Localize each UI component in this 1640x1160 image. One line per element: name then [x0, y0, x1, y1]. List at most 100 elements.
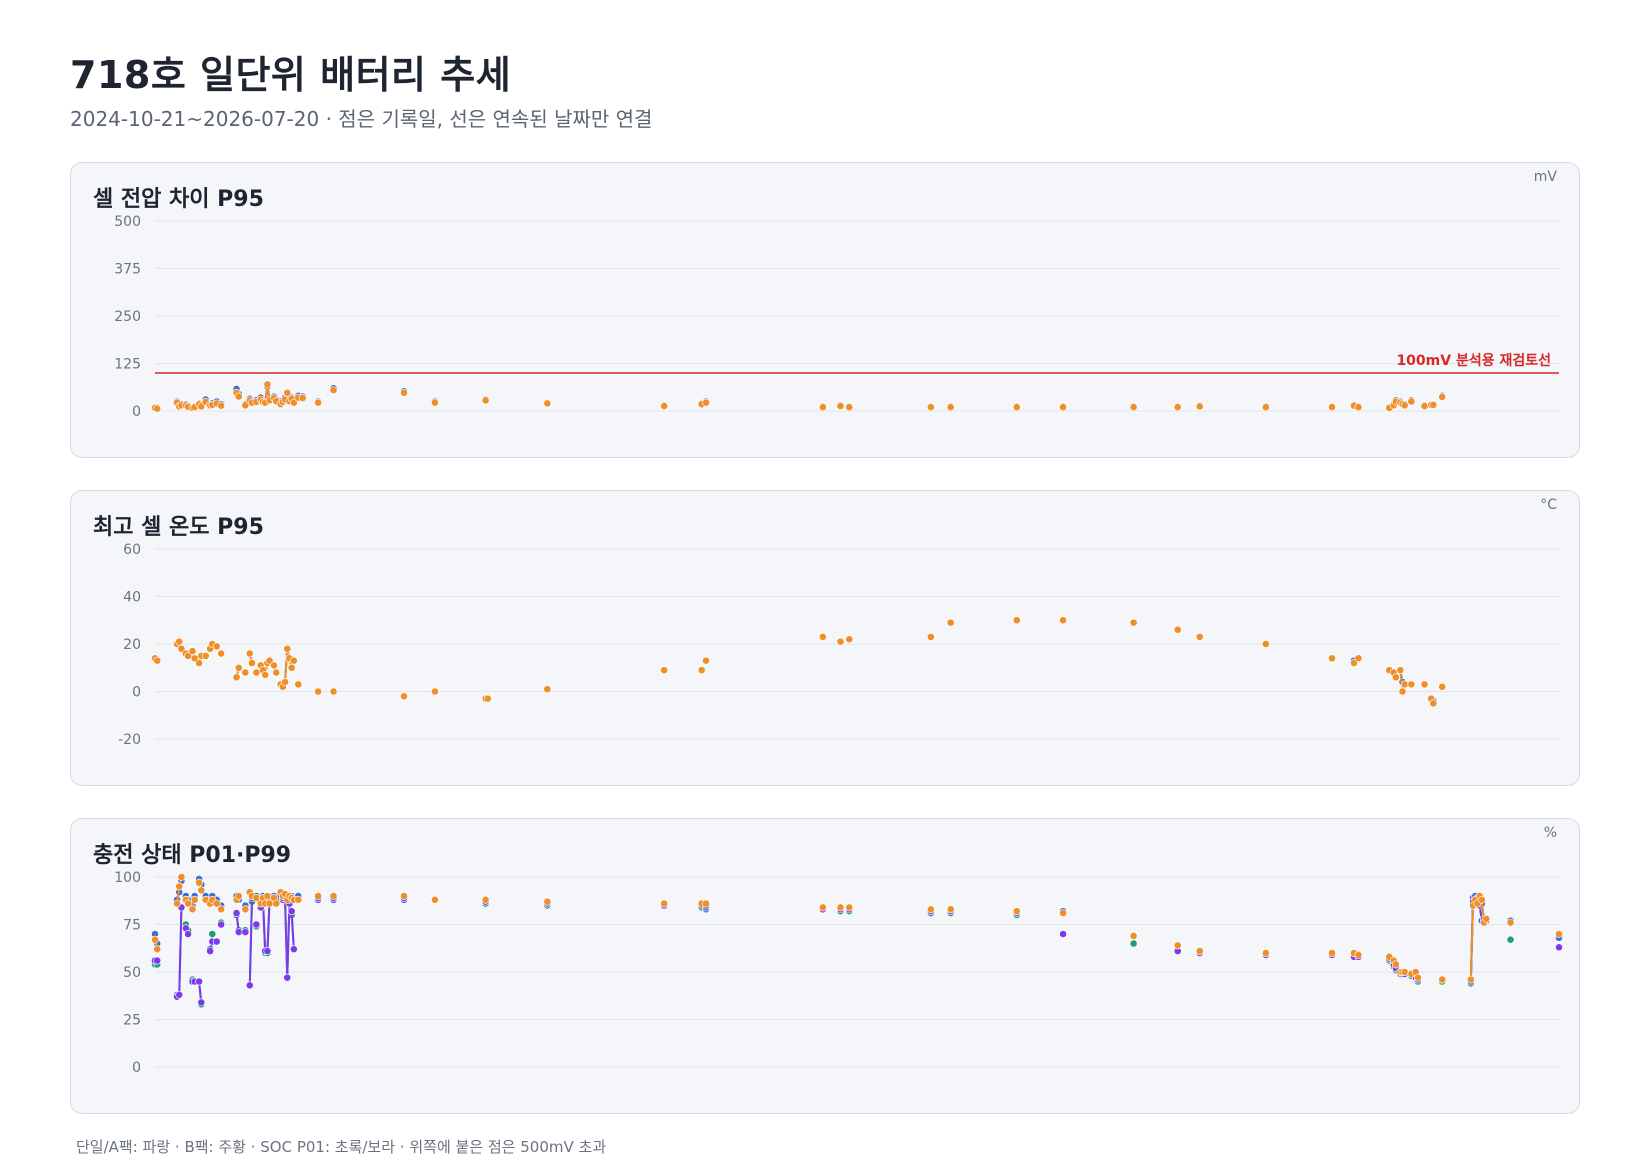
data-point — [1059, 616, 1067, 625]
data-point — [926, 403, 935, 412]
data-point — [245, 981, 254, 990]
data-point — [175, 882, 184, 891]
data-point — [201, 651, 210, 660]
data-point — [151, 935, 159, 944]
data-point — [431, 895, 439, 904]
data-point — [660, 666, 669, 675]
data-point — [1407, 397, 1416, 406]
data-point — [217, 920, 226, 929]
data-point — [926, 632, 935, 641]
voltage-diff-chart: 0 125 250 375 500 100mV 분석용 재검토선 — [114, 214, 1559, 420]
data-point — [818, 903, 827, 912]
y-tick-label: 250 — [114, 309, 141, 325]
panel-title: 최고 셀 온도 P95 — [93, 515, 264, 540]
data-point — [1354, 654, 1363, 663]
data-point — [845, 635, 854, 644]
data-point — [543, 399, 552, 408]
voltage-diff-panel: 셀 전압 차이 P95 mV 0 125 250 375 500 100mV 분석용 재검… — [70, 162, 1580, 458]
data-point — [241, 401, 250, 410]
data-point — [265, 656, 274, 665]
data-point — [1129, 939, 1138, 948]
max-cell-temp-chart: -20 0 20 40 60 — [118, 542, 1559, 748]
data-point — [1129, 403, 1138, 412]
series-segment — [290, 910, 295, 951]
soc-chart: 0 25 50 75 100 — [114, 870, 1563, 1076]
data-point — [252, 668, 261, 677]
data-point — [263, 947, 272, 955]
data-point — [1398, 687, 1407, 696]
data-point — [1195, 632, 1204, 641]
y-tick-label: 50 — [123, 965, 141, 981]
data-point — [234, 892, 243, 900]
panel-unit: °C — [1540, 497, 1557, 513]
soc-panel: 충전 상태 P01·P99 % 0 25 50 75 100 — [70, 818, 1580, 1114]
y-tick-label: 0 — [132, 1060, 141, 1076]
data-point — [153, 956, 162, 965]
data-point — [289, 656, 298, 665]
data-point — [241, 928, 250, 936]
data-point — [1328, 949, 1336, 957]
data-point — [543, 897, 552, 906]
data-point — [208, 930, 217, 938]
data-point — [543, 685, 552, 694]
data-point — [1482, 914, 1491, 923]
data-point — [481, 396, 490, 405]
threshold-label: 100mV 분석용 재검토선 — [1396, 352, 1551, 369]
data-point — [175, 637, 184, 646]
data-point — [845, 403, 854, 412]
data-point — [845, 903, 854, 912]
data-point — [1420, 402, 1429, 410]
data-point — [153, 404, 162, 413]
data-point — [263, 380, 272, 389]
data-point — [1059, 930, 1067, 938]
data-point — [836, 637, 845, 646]
data-point — [234, 928, 243, 936]
series-p01_a — [151, 892, 1563, 1009]
data-point — [926, 905, 935, 914]
data-point — [1350, 659, 1358, 667]
series-segment — [248, 896, 253, 987]
data-point — [481, 895, 490, 904]
data-point — [206, 947, 215, 955]
data-point — [1261, 640, 1270, 648]
data-point — [818, 632, 827, 641]
data-point — [946, 905, 955, 914]
data-point — [177, 873, 186, 881]
data-point — [248, 659, 256, 667]
data-point — [234, 663, 243, 672]
panel-title: 충전 상태 P01·P99 — [93, 843, 292, 868]
series-b — [151, 616, 1447, 708]
data-point — [1328, 654, 1336, 663]
series-b — [151, 380, 1447, 413]
data-point — [1195, 402, 1204, 411]
data-point — [1261, 949, 1270, 957]
data-point — [1506, 918, 1515, 927]
data-point — [195, 878, 203, 887]
max-cell-temp-panel: 최고 셀 온도 P95 °C -20 0 20 40 60 — [70, 490, 1580, 786]
data-point — [175, 990, 184, 999]
data-point — [1173, 625, 1182, 634]
data-point — [188, 647, 197, 656]
data-point — [195, 659, 203, 667]
data-point — [272, 899, 281, 908]
data-point — [294, 895, 303, 904]
data-point — [177, 644, 186, 653]
y-tick-label: 20 — [123, 637, 141, 653]
data-point — [946, 618, 955, 627]
data-point — [263, 892, 272, 900]
data-point — [173, 899, 181, 908]
data-point — [1438, 682, 1447, 691]
y-tick-label: 75 — [123, 918, 141, 934]
data-point — [1012, 907, 1021, 916]
data-point — [483, 694, 492, 703]
data-point — [298, 394, 307, 402]
data-point — [702, 398, 710, 407]
data-point — [1195, 947, 1204, 955]
data-point — [283, 644, 292, 653]
data-point — [1429, 401, 1438, 409]
y-tick-label: 25 — [123, 1013, 141, 1029]
data-point — [1173, 403, 1182, 412]
data-point — [697, 666, 706, 675]
data-point — [836, 402, 845, 410]
data-point — [1012, 616, 1021, 625]
